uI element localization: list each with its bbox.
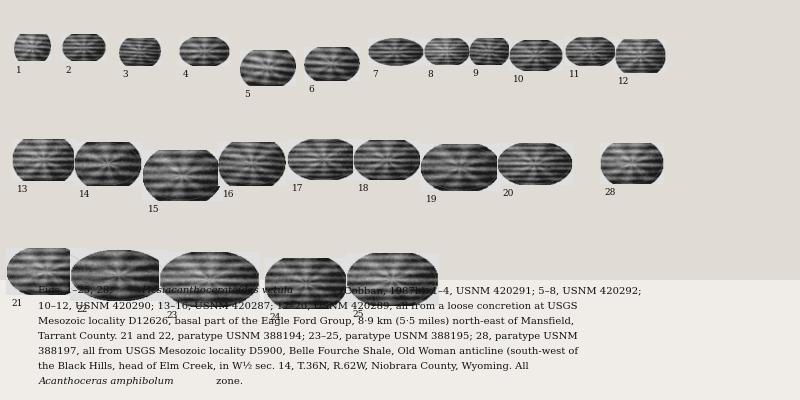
Bar — [0, 280, 800, 400]
Text: 388197, all from USGS Mesozoic locality D5900, Belle Fourche Shale, Old Woman an: 388197, all from USGS Mesozoic locality … — [38, 347, 578, 356]
Text: 13: 13 — [17, 185, 28, 194]
Text: 14: 14 — [79, 190, 90, 199]
Text: 24: 24 — [270, 313, 281, 322]
Text: 12: 12 — [618, 77, 630, 86]
Text: 10: 10 — [513, 75, 525, 84]
Text: 2: 2 — [66, 66, 71, 74]
Text: zone.: zone. — [214, 377, 243, 386]
Text: 6: 6 — [308, 85, 314, 94]
Text: Plesiacanthoceratoides vetula: Plesiacanthoceratoides vetula — [141, 286, 293, 295]
Text: 10–12, USNM 420290; 13–16, USNM 420287; 17–20, USNM 420289, all from a loose con: 10–12, USNM 420290; 13–16, USNM 420287; … — [38, 301, 578, 310]
Text: the Black Hills, head of Elm Creek, in W½ sec. 14, T.36N, R.62W, Niobrara County: the Black Hills, head of Elm Creek, in W… — [38, 362, 529, 371]
Text: 28: 28 — [605, 188, 616, 197]
Bar — [0, 0, 800, 280]
Text: 20: 20 — [502, 189, 514, 198]
Text: Tarrant County. 21 and 22, paratype USNM 388194; 23–25, paratype USNM 388195; 28: Tarrant County. 21 and 22, paratype USNM… — [38, 332, 578, 341]
Text: 4: 4 — [182, 70, 188, 80]
Text: 15: 15 — [148, 205, 159, 214]
Text: 9: 9 — [472, 69, 478, 78]
Text: 7: 7 — [372, 70, 378, 79]
Text: (Cobban, 1987b). 1–4, USNM 420291; 5–8, USNM 420292;: (Cobban, 1987b). 1–4, USNM 420291; 5–8, … — [337, 286, 642, 295]
Text: 8: 8 — [427, 70, 433, 78]
Text: 11: 11 — [569, 70, 580, 80]
Text: 18: 18 — [358, 184, 369, 193]
Text: 16: 16 — [223, 190, 234, 199]
Text: 17: 17 — [292, 184, 304, 193]
Text: 22: 22 — [77, 305, 88, 314]
Text: 5: 5 — [244, 90, 250, 99]
Text: 3: 3 — [122, 70, 128, 79]
Text: Figs. 1–25, 28.: Figs. 1–25, 28. — [38, 286, 118, 295]
Text: 21: 21 — [12, 299, 23, 308]
Text: Mesozoic locality D12626, basal part of the Eagle Ford Group, 8·9 km (5·5 miles): Mesozoic locality D12626, basal part of … — [38, 316, 574, 326]
Text: 25: 25 — [352, 310, 364, 318]
Text: 19: 19 — [426, 195, 438, 204]
Text: 23: 23 — [166, 311, 178, 320]
Text: Acanthoceras amphibolum: Acanthoceras amphibolum — [38, 377, 174, 386]
Text: 1: 1 — [16, 66, 22, 74]
